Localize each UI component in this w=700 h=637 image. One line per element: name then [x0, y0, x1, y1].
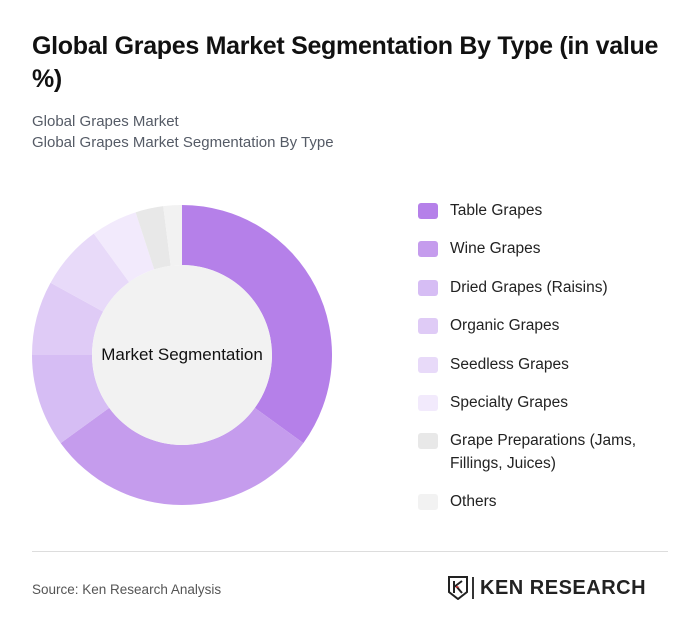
donut-slice: [182, 205, 332, 444]
legend-label: Grape Preparations (Jams, Fillings, Juic…: [450, 432, 637, 472]
donut-slice: [50, 233, 130, 312]
logo-text: KEN RESEARCH: [480, 576, 647, 599]
donut-hole: [92, 265, 272, 445]
legend-item: Organic Grapes: [418, 314, 690, 337]
footer-divider: [32, 551, 668, 552]
legend-swatch: [418, 395, 438, 411]
legend-item: Specialty Grapes: [418, 391, 690, 414]
legend-label: Seedless Grapes: [450, 356, 569, 373]
legend-label: Organic Grapes: [450, 317, 560, 334]
source-text: Source: Ken Research Analysis: [32, 582, 222, 597]
donut-slice: [135, 206, 171, 270]
legend-swatch: [418, 318, 438, 334]
legend-item: Dried Grapes (Raisins): [418, 276, 690, 299]
legend-item: Wine Grapes: [418, 237, 690, 260]
legend-swatch: [418, 203, 438, 219]
donut-slice: [93, 212, 155, 283]
subtitle-segmentation: Global Grapes Market Segmentation By Typ…: [32, 134, 334, 151]
legend-item: Table Grapes: [418, 199, 690, 222]
legend-item: Seedless Grapes: [418, 353, 690, 376]
legend-swatch: [418, 433, 438, 449]
legend-item: Others: [418, 490, 690, 513]
donut-slice: [60, 407, 304, 505]
subtitle-market: Global Grapes Market: [32, 113, 179, 130]
donut-slice: [32, 355, 110, 444]
legend-swatch: [418, 357, 438, 373]
legend-item: Grape Preparations (Jams, Fillings, Juic…: [418, 429, 690, 475]
legend-label: Wine Grapes: [450, 240, 541, 257]
legend-label: Specialty Grapes: [450, 394, 569, 411]
legend-swatch: [418, 280, 438, 296]
donut-slice: [163, 205, 182, 266]
donut-slice: [32, 282, 104, 355]
legend-label: Dried Grapes (Raisins): [450, 279, 608, 296]
logo-separator: [472, 577, 474, 599]
ken-logo-shield-icon: [448, 576, 468, 600]
donut-chart: [32, 205, 332, 505]
ken-research-logo: KEN RESEARCH: [448, 576, 646, 600]
legend-label: Others: [450, 493, 497, 510]
legend-swatch: [418, 494, 438, 510]
chart-title: Global Grapes Market Segmentation By Typ…: [32, 32, 659, 93]
legend-label: Table Grapes: [450, 202, 543, 219]
legend-swatch: [418, 241, 438, 257]
